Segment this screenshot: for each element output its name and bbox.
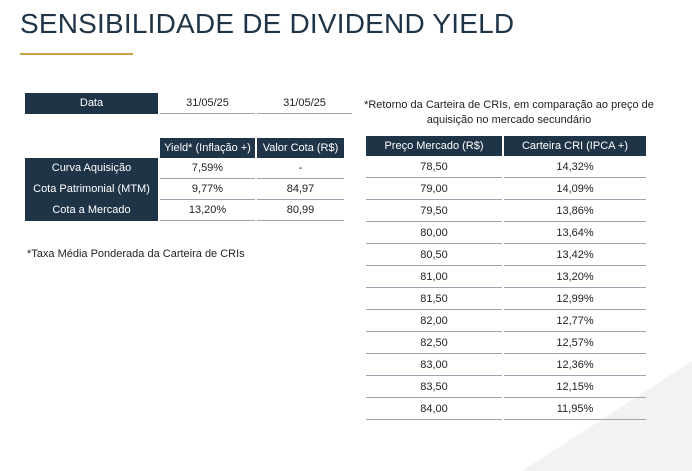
market-price-cell: 81,00 — [366, 265, 502, 288]
portfolio-return-cell: 14,09% — [504, 177, 646, 200]
row-label: Cota a Mercado — [25, 199, 158, 221]
market-price-cell: 82,00 — [366, 309, 502, 332]
table-row: 82,50 12,57% — [366, 331, 646, 354]
portfolio-return-cell: 13,42% — [504, 243, 646, 266]
portfolio-return-cell: 12,77% — [504, 309, 646, 332]
cota-value-header: Valor Cota (R$) — [257, 138, 344, 158]
footnote-left: *Taxa Média Ponderada da Carteira de CRI… — [27, 248, 245, 260]
portfolio-return-cell: 11,95% — [504, 397, 646, 420]
yield-header-row: Yield* (Inflação +) Valor Cota (R$) — [25, 138, 344, 158]
market-price-cell: 79,00 — [366, 177, 502, 200]
table-row: 81,50 12,99% — [366, 287, 646, 310]
market-price-cell: 80,50 — [366, 243, 502, 266]
yield-header: Yield* (Inflação +) — [160, 138, 255, 158]
date-value: 31/05/25 — [257, 93, 352, 114]
table-row: 82,00 12,77% — [366, 309, 646, 332]
table-row: 79,50 13,86% — [366, 199, 646, 222]
portfolio-return-cell: 12,36% — [504, 353, 646, 376]
table-row: Cota a Mercado 13,20% 80,99 — [25, 199, 344, 221]
date-table: Data 31/05/25 31/05/25 — [25, 93, 352, 114]
date-label: Data — [25, 93, 158, 114]
yield-table: Yield* (Inflação +) Valor Cota (R$) Curv… — [25, 138, 344, 221]
yield-value: 13,20% — [160, 199, 255, 221]
cota-value: 84,97 — [257, 178, 344, 200]
portfolio-return-cell: 14,32% — [504, 156, 646, 178]
page-title: SENSIBILIDADE DE DIVIDEND YIELD — [20, 8, 515, 39]
market-price-cell: 84,00 — [366, 397, 502, 420]
market-header-row: Preço Mercado (R$) Carteira CRI (IPCA +) — [366, 136, 646, 156]
market-price-header: Preço Mercado (R$) — [366, 136, 502, 156]
portfolio-return-cell: 12,15% — [504, 375, 646, 398]
portfolio-return-cell: 13,20% — [504, 265, 646, 288]
table-row: 81,00 13,20% — [366, 265, 646, 288]
table-row: Cota Patrimonial (MTM) 9,77% 84,97 — [25, 178, 344, 200]
market-price-table: Preço Mercado (R$) Carteira CRI (IPCA +)… — [366, 136, 646, 420]
cota-value: - — [257, 158, 344, 179]
date-value: 31/05/25 — [160, 93, 255, 114]
market-price-cell: 78,50 — [366, 156, 502, 178]
table-row: 83,00 12,36% — [366, 353, 646, 376]
table-row: 78,50 14,32% — [366, 156, 646, 178]
portfolio-return-cell: 13,86% — [504, 199, 646, 222]
portfolio-cri-header: Carteira CRI (IPCA +) — [504, 136, 646, 156]
row-label: Cota Patrimonial (MTM) — [25, 178, 158, 200]
date-row: Data 31/05/25 31/05/25 — [25, 93, 352, 114]
market-price-cell: 79,50 — [366, 199, 502, 222]
table-row: 80,00 13,64% — [366, 221, 646, 244]
row-label: Curva Aquisição — [25, 158, 158, 179]
yield-value: 7,59% — [160, 158, 255, 179]
cota-value: 80,99 — [257, 199, 344, 221]
yield-value: 9,77% — [160, 178, 255, 200]
market-price-cell: 83,00 — [366, 353, 502, 376]
market-price-cell: 81,50 — [366, 287, 502, 310]
footnote-right: *Retorno da Carteira de CRIs, em compara… — [364, 99, 654, 126]
table-row: 79,00 14,09% — [366, 177, 646, 200]
title-underline — [20, 53, 133, 55]
portfolio-return-cell: 12,99% — [504, 287, 646, 310]
table-row: 84,00 11,95% — [366, 397, 646, 420]
market-price-cell: 82,50 — [366, 331, 502, 354]
table-row: 83,50 12,15% — [366, 375, 646, 398]
market-price-cell: 80,00 — [366, 221, 502, 244]
portfolio-return-cell: 12,57% — [504, 331, 646, 354]
table-row: Curva Aquisição 7,59% - — [25, 158, 344, 179]
market-price-cell: 83,50 — [366, 375, 502, 398]
portfolio-return-cell: 13,64% — [504, 221, 646, 244]
table-row: 80,50 13,42% — [366, 243, 646, 266]
